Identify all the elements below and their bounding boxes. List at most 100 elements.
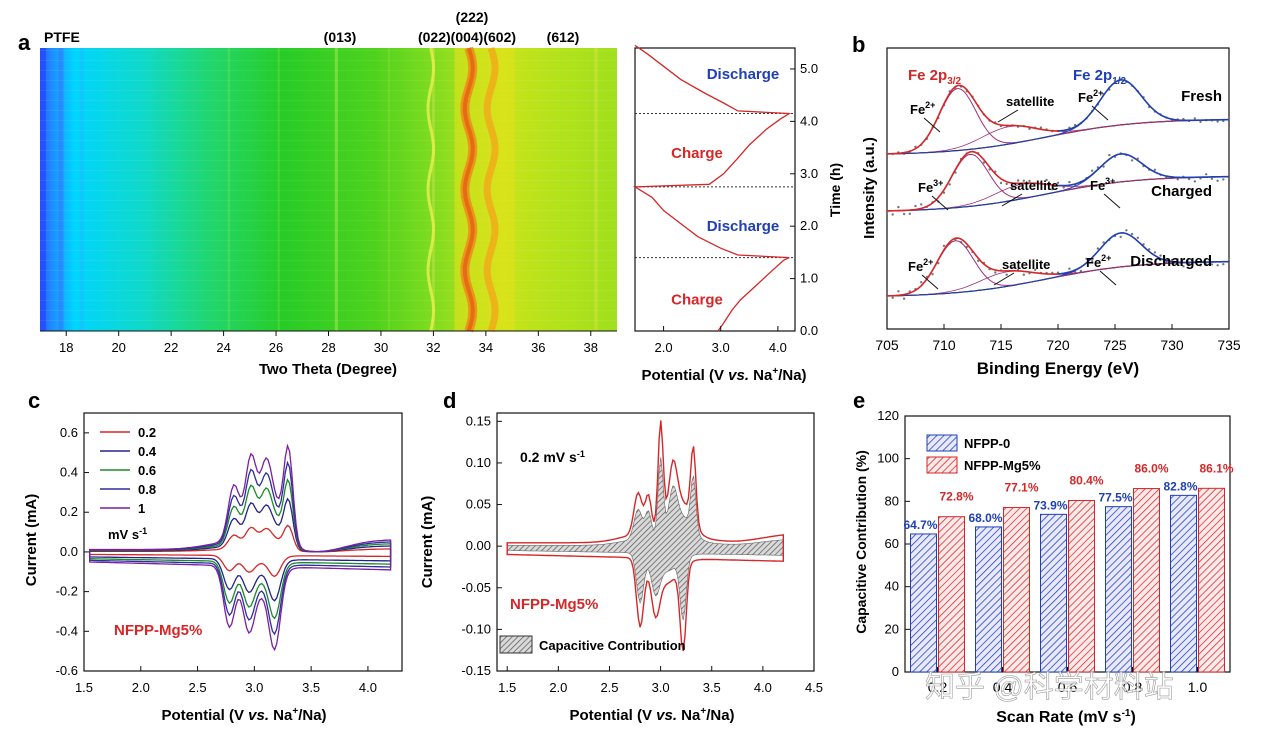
peak-label: (013) — [324, 29, 357, 45]
heatmap-x-label: Two Theta (Degree) — [259, 361, 397, 378]
heatmap-band — [40, 110, 617, 111]
xps-data-point — [1205, 173, 1208, 176]
x-tick-label: 20 — [111, 340, 125, 355]
heatmap-band — [40, 260, 617, 261]
xps-data-point — [1051, 188, 1054, 191]
xps-envelope-32 — [887, 150, 1059, 212]
heatmap-band — [40, 180, 617, 181]
xps-data-point — [1130, 232, 1134, 236]
legend-label: 0.6 — [138, 463, 156, 478]
xps-y-label: Intensity (a.u.) — [861, 137, 878, 239]
fe2p32-header: Fe 2p3/2 — [908, 67, 962, 87]
x-tick-label: 1.0 — [1188, 679, 1208, 695]
x-tick-label: 22 — [164, 340, 178, 355]
spectrum-name: Discharged — [1130, 253, 1212, 270]
xps-data-point — [1102, 241, 1105, 244]
fe-arrow — [1099, 270, 1117, 286]
xps-data-point — [1210, 177, 1214, 180]
xps-data-point — [1136, 236, 1140, 239]
panel-c-label: c — [28, 388, 40, 413]
y-tick-label: 60 — [885, 536, 899, 551]
x-tick-label: 3.5 — [302, 680, 320, 695]
x-tick-label: 710 — [932, 337, 956, 353]
y-tick-label: 100 — [877, 451, 899, 466]
bar-x-label: Scan Rate (mV s-1) — [996, 708, 1136, 726]
heatmap-band — [40, 50, 617, 51]
xps-data-point — [1216, 120, 1219, 123]
xps-data-point — [999, 181, 1003, 185]
fe-ion-label: Fe2+ — [908, 257, 933, 274]
watermark: 知乎 @科学材料站 — [925, 671, 1174, 704]
segment-label: Charge — [671, 145, 723, 162]
heatmap-band — [40, 160, 617, 161]
bar-value-label: 72.8% — [939, 490, 973, 504]
fe-ion-label: Fe2+ — [910, 100, 935, 117]
panel-c-cv: c 0.2 0.4 0.6 0.8 1 mV s-1 NFPP-Mg5% 1.5 2.0 2… — [23, 388, 403, 724]
heatmap-band — [40, 310, 617, 311]
satellite-arrow — [993, 272, 1015, 286]
xps-data-point — [1119, 235, 1122, 239]
y-tick-label: 0.00 — [466, 538, 491, 553]
x-tick-label: 2.0 — [549, 680, 567, 695]
xps-data-point — [942, 244, 946, 247]
peak-222-core — [462, 47, 475, 332]
x-tick-label: 730 — [1160, 337, 1184, 353]
xps-data-point — [1216, 264, 1219, 267]
xps-envelope-12 — [1057, 153, 1230, 187]
x-tick-label: 34 — [479, 340, 493, 355]
x-tick-label: 1.5 — [75, 680, 93, 695]
segment-label: Discharge — [707, 218, 780, 235]
bar — [1133, 488, 1160, 673]
y-tick-label: 40 — [885, 579, 899, 594]
x-tick-label: 3.0 — [245, 680, 263, 695]
heatmap-band — [40, 290, 617, 291]
cap-legend-swatch — [499, 635, 533, 654]
heatmap-band — [40, 140, 617, 141]
x-tick-label: 715 — [989, 337, 1013, 353]
y-tick-label: -0.6 — [56, 663, 78, 678]
x-tick-label: 28 — [321, 340, 335, 355]
y-tick-label: 5.0 — [800, 61, 818, 76]
y-tick-label: -0.15 — [461, 663, 491, 678]
xps-data-point — [902, 297, 906, 300]
legend-label: 1 — [138, 501, 145, 516]
y-tick-label: 0.4 — [60, 465, 78, 480]
heatmap-band — [40, 320, 617, 321]
xps-data-point — [1016, 179, 1020, 182]
heatmap-band — [40, 280, 617, 281]
x-tick-label: 4.0 — [754, 680, 772, 695]
xps-data-point — [1011, 266, 1014, 270]
xps-data-point — [1056, 181, 1060, 184]
xps-data-point — [994, 271, 997, 274]
xps-data-point — [1153, 168, 1157, 171]
y-tick-label: 0.15 — [466, 413, 491, 428]
x-tick-label: 38 — [584, 340, 598, 355]
heatmap-band — [40, 100, 617, 101]
x-tick-label: 0.8 — [1123, 679, 1143, 695]
xps-data-point — [1187, 263, 1191, 266]
y-tick-label: 0 — [892, 664, 899, 679]
time-boundaries — [635, 113, 795, 259]
x-tick-label: 18 — [59, 340, 73, 355]
time-plot-frame — [634, 47, 796, 332]
x-tick-label: 725 — [1103, 337, 1127, 353]
satellite-arrow — [1001, 193, 1023, 207]
xps-data-point — [885, 296, 889, 299]
xps-data-point — [1153, 251, 1157, 254]
xps-data-point — [1148, 248, 1151, 251]
y-tick-label: 0.6 — [60, 425, 78, 440]
panel-d-capacitive: d 0.2 mV s-1 NFPP-Mg5% Capacitive Contri… — [419, 388, 823, 724]
spectrum-name: Fresh — [1181, 88, 1222, 105]
fe-arrow — [923, 117, 941, 133]
x-tick-label: 705 — [875, 337, 899, 353]
xps-data-point — [1096, 247, 1100, 250]
xps-data-point — [1005, 273, 1008, 276]
panel-b-label: b — [852, 32, 865, 57]
fe-ion-label: Fe2+ — [1078, 88, 1103, 105]
bar — [938, 516, 965, 673]
x-tick-label: 2.0 — [132, 680, 150, 695]
legend-swatch — [926, 456, 958, 474]
segment-label: Charge — [671, 292, 723, 309]
xps-data-point — [1108, 153, 1111, 157]
xps-data-point — [1170, 258, 1174, 262]
